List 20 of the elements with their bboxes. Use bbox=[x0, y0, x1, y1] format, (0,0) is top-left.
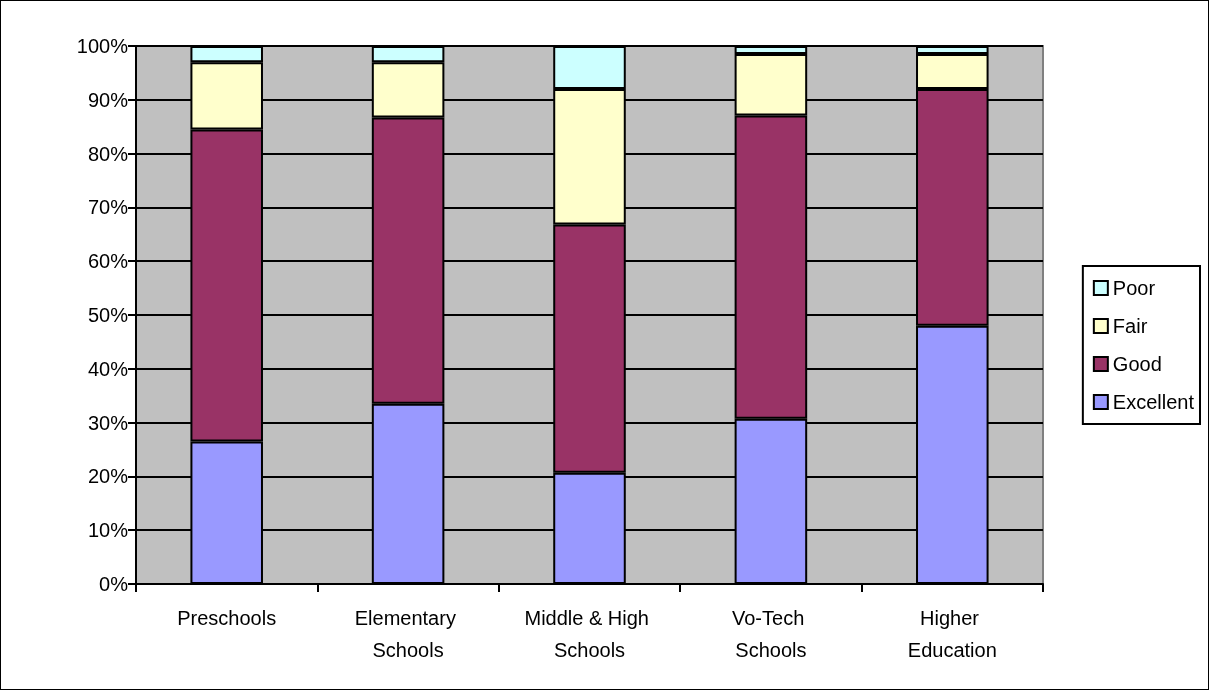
y-tick-label: 60% bbox=[87, 250, 129, 273]
x-tick-label: Preschools bbox=[177, 607, 277, 629]
y-tick-label: 100% bbox=[76, 35, 129, 57]
legend-label: Fair bbox=[1112, 315, 1148, 337]
y-tick-label: 40% bbox=[87, 357, 129, 380]
y-tick-label: 20% bbox=[87, 465, 129, 488]
y-tick-label: 70% bbox=[87, 196, 129, 219]
y-tick-label: 0% bbox=[99, 573, 129, 595]
y-tick-label: 10% bbox=[87, 519, 129, 542]
x-tick-label: Middle & High Schools bbox=[524, 607, 655, 661]
x-tick-label: Elementary Schools bbox=[354, 607, 462, 661]
y-tick-label: 90% bbox=[87, 88, 129, 111]
legend-label: Good bbox=[1112, 353, 1162, 375]
x-tick-label: Vo-Tech Schools bbox=[731, 607, 810, 661]
y-tick-label: 50% bbox=[87, 304, 129, 326]
legend-label: Poor bbox=[1112, 277, 1156, 299]
y-tick-label: 80% bbox=[87, 142, 129, 165]
y-tick-label: 30% bbox=[87, 411, 129, 434]
x-tick-label: Higher Education bbox=[907, 607, 997, 661]
legend-label: Excellent bbox=[1112, 391, 1195, 413]
